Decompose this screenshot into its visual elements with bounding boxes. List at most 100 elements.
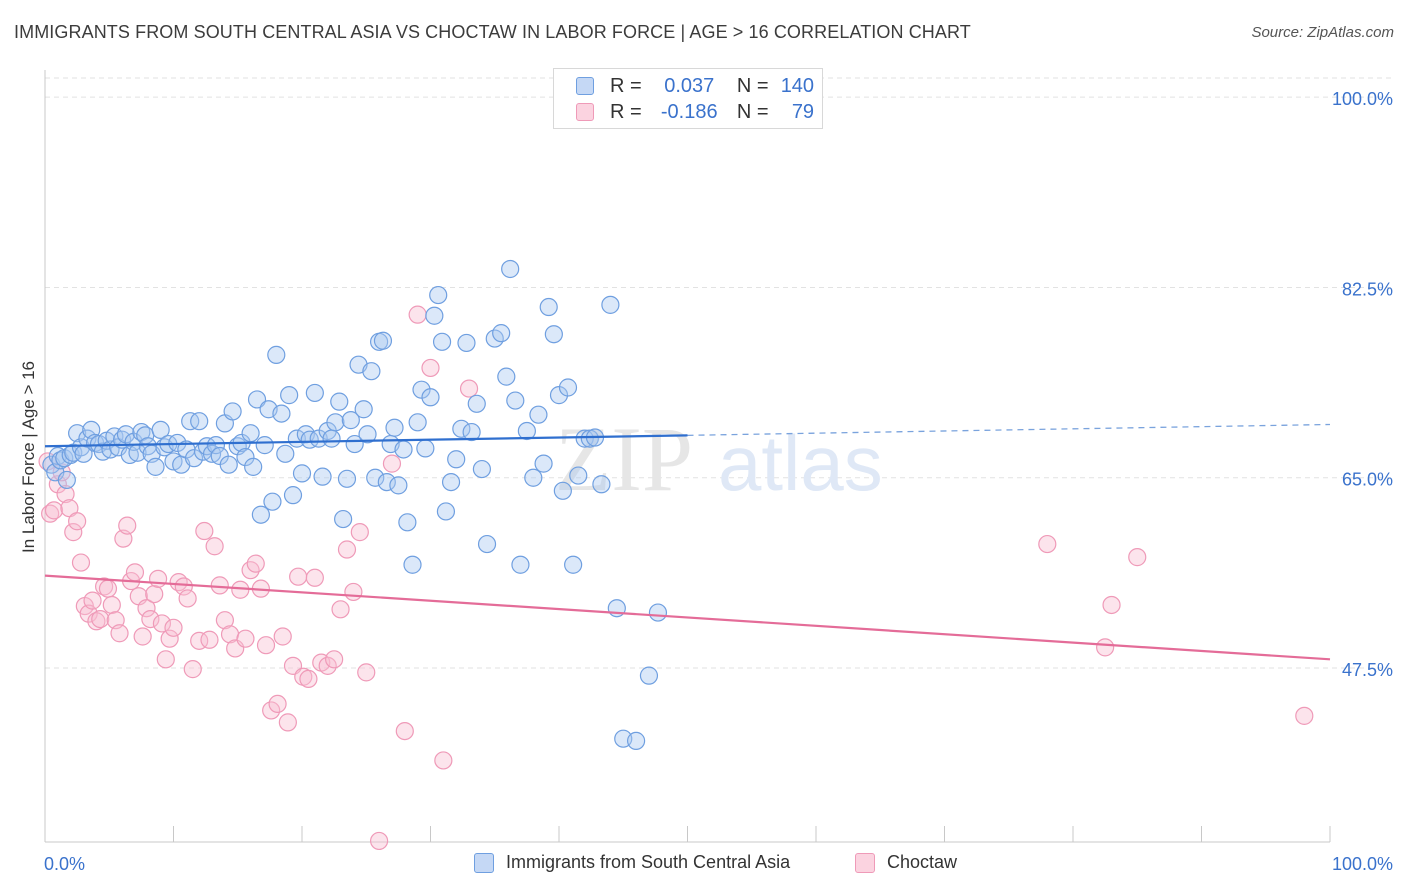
immigrants-point	[151, 420, 170, 440]
choctaw-point	[152, 614, 172, 633]
choctaw-point	[118, 516, 137, 535]
immigrants-point	[389, 476, 408, 495]
choctaw-point	[1102, 595, 1121, 615]
choctaw-point	[236, 629, 255, 648]
choctaw-point	[262, 701, 281, 720]
choctaw-swatch	[576, 103, 594, 121]
immigrants-point	[394, 440, 413, 459]
n-value: 79	[791, 101, 815, 123]
choctaw-point	[421, 358, 440, 378]
r-label: R =	[610, 101, 642, 123]
immigrants-point	[184, 449, 204, 468]
immigrants-point	[529, 405, 548, 424]
x-tick-label: 100.0%	[1332, 854, 1393, 874]
choctaw-point	[91, 609, 110, 629]
choctaw-point	[48, 475, 67, 494]
immigrants-point	[366, 468, 385, 487]
immigrants-point	[457, 333, 476, 353]
gridlines	[45, 77, 1394, 669]
n-label: N =	[736, 101, 769, 123]
immigrants-points	[42, 259, 668, 750]
choctaw-point	[305, 568, 324, 587]
y-tick-label: 65.0%	[1342, 470, 1393, 490]
immigrants-point	[358, 425, 377, 444]
immigrants-point	[385, 418, 404, 437]
choctaw-point	[434, 751, 453, 770]
immigrants-point	[313, 467, 332, 486]
immigrants-point	[452, 419, 471, 438]
choctaw-point	[56, 484, 75, 504]
choctaw-point	[71, 553, 91, 572]
chart-title: IMMIGRANTS FROM SOUTH CENTRAL ASIA VS CH…	[14, 22, 971, 42]
immigrants-point	[206, 436, 226, 455]
immigrants-point	[648, 603, 668, 622]
choctaw-point	[110, 624, 129, 643]
choctaw-point	[382, 454, 402, 473]
immigrants-point	[124, 432, 143, 451]
choctaw-point	[83, 591, 102, 610]
legend-label: Choctaw	[887, 852, 958, 872]
n-label: N =	[736, 75, 769, 97]
immigrants-point	[429, 285, 448, 305]
stats-legend: R = 0.037 N = 140 R = -0.186 N = 79	[553, 68, 823, 129]
immigrants-point	[223, 402, 242, 421]
immigrants-point	[337, 469, 357, 488]
immigrants-point	[219, 455, 238, 474]
immigrants-point	[280, 386, 299, 405]
immigrants-point	[416, 439, 435, 458]
choctaw-point	[141, 609, 160, 629]
immigrants-point	[569, 466, 588, 485]
choctaw-point	[459, 379, 479, 398]
y-axis-label: In Labor Force | Age > 16	[19, 361, 38, 553]
immigrants-point	[497, 367, 516, 386]
x-tick-label: 0.0%	[44, 854, 85, 874]
immigrants-point	[305, 383, 324, 403]
immigrants-point	[601, 295, 620, 314]
immigrants-point	[247, 390, 267, 409]
axes	[44, 70, 1331, 843]
y-tick-label: 47.5%	[1342, 660, 1393, 680]
axis-labels: 100.0% 82.5% 65.0% 47.5% 0.0% 100.0% In Labor …	[19, 89, 1393, 874]
immigrants-point	[564, 555, 583, 574]
immigrants-point	[334, 509, 353, 529]
immigrants-point	[398, 513, 417, 532]
choctaw-point	[160, 629, 179, 648]
immigrants-point	[436, 502, 456, 521]
immigrants-point	[506, 391, 525, 410]
choctaw-point	[102, 595, 121, 615]
immigrants-point	[190, 412, 209, 431]
immigrants-trend-extension	[687, 423, 1331, 436]
immigrants-point	[362, 362, 381, 381]
immigrants-legend-swatch	[474, 853, 494, 873]
choctaw-point	[1128, 548, 1147, 567]
bottom-legend: Immigrants from South Central Asia Choct…	[0, 852, 1406, 878]
immigrants-point	[441, 472, 461, 492]
choctaw-point	[395, 721, 414, 741]
choctaw-point	[299, 669, 318, 689]
immigrants-point	[408, 413, 427, 432]
immigrants-point	[272, 404, 291, 423]
immigrants-point	[511, 555, 530, 574]
r-value: -0.186	[660, 101, 718, 123]
choctaw-point	[125, 563, 145, 582]
choctaw-point	[350, 523, 369, 542]
choctaw-point	[215, 611, 234, 630]
immigrants-point	[553, 481, 572, 500]
immigrants-point	[425, 306, 444, 325]
immigrants-point	[146, 457, 165, 476]
n-value: 140	[780, 75, 815, 97]
choctaw-point	[331, 600, 350, 619]
y-tick-label: 82.5%	[1342, 279, 1393, 299]
immigrants-point	[236, 447, 255, 467]
immigrants-point	[524, 468, 543, 487]
immigrants-point	[534, 454, 553, 473]
immigrants-point	[241, 424, 260, 443]
choctaw-point	[137, 599, 156, 618]
choctaw-point	[44, 501, 64, 520]
immigrants-point	[467, 394, 486, 413]
choctaw-point	[174, 577, 193, 596]
r-label: R =	[610, 75, 642, 97]
immigrants-point	[276, 444, 295, 463]
y-tick-label: 100.0%	[1332, 89, 1393, 109]
choctaw-point	[64, 523, 83, 542]
